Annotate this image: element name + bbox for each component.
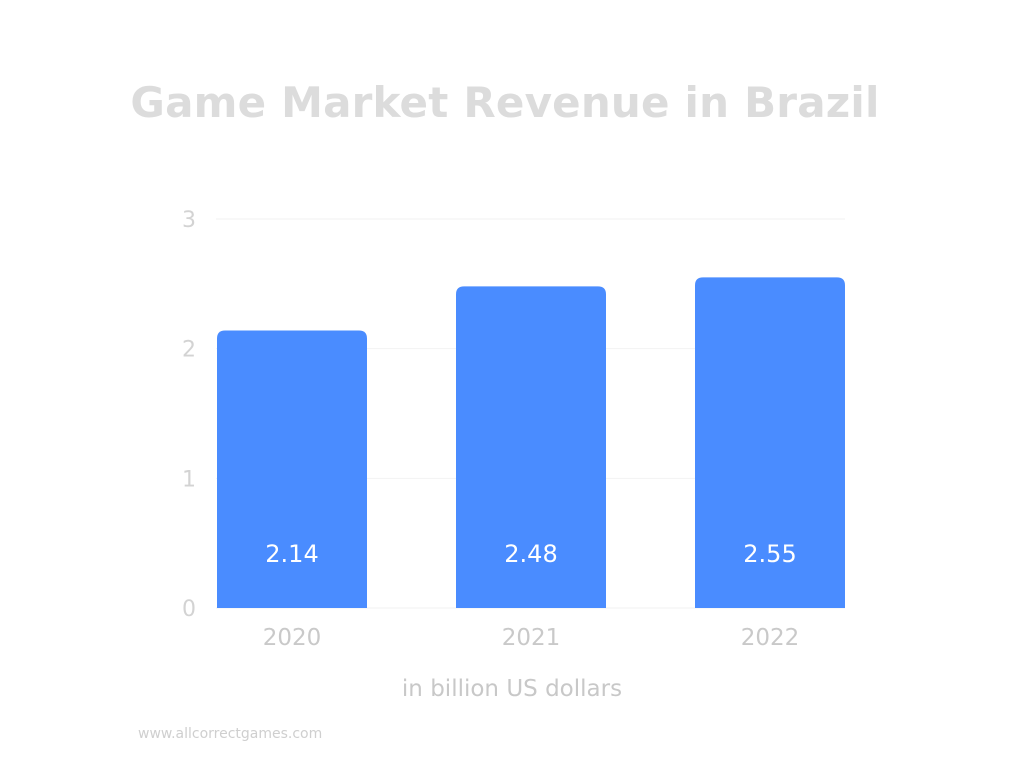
x-tick-label-2022: 2022 (741, 625, 800, 651)
bar-value-label-2020: 2.14 (265, 540, 318, 568)
x-tick-label-2021: 2021 (502, 625, 561, 651)
bar-value-label-2021: 2.48 (504, 540, 557, 568)
watermark-link[interactable]: www.allcorrectgames.com (138, 726, 323, 742)
x-tick-label-2020: 2020 (263, 625, 322, 651)
y-tick-label-2: 2 (182, 338, 196, 363)
bar-2022[interactable] (695, 277, 845, 608)
bar-2021[interactable] (456, 286, 606, 608)
bar-2020[interactable] (217, 330, 367, 608)
y-tick-label-3: 3 (182, 208, 196, 233)
y-tick-label-1: 1 (182, 467, 196, 492)
bar-value-label-2022: 2.55 (743, 540, 796, 568)
unit-label: in billion US dollars (401, 676, 623, 702)
y-tick-label-0: 0 (182, 597, 196, 622)
chart-title: Game Market Revenue in Brazil (130, 78, 880, 127)
